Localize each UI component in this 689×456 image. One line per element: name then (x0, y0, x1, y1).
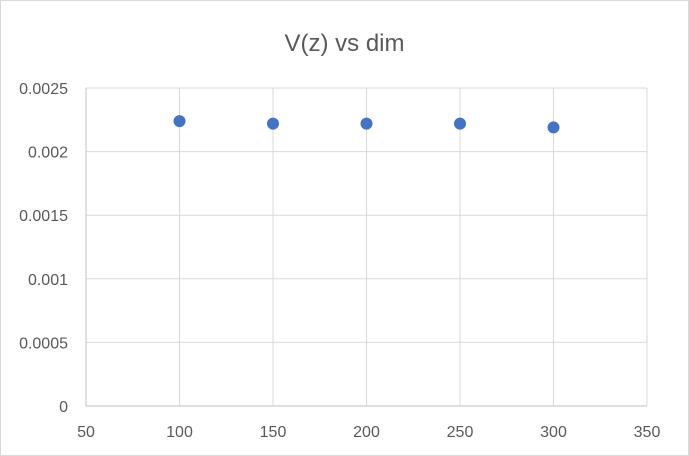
y-tick-label: 0.001 (28, 272, 68, 289)
x-tick-label: 250 (447, 424, 474, 441)
x-tick-label: 100 (166, 424, 193, 441)
y-tick-label: 0.0025 (19, 81, 68, 98)
gridlines (85, 87, 648, 406)
data-points (173, 115, 560, 134)
x-tick-labels: 50 100 150 200 250 300 350 (77, 424, 660, 441)
x-tick-label: 300 (540, 424, 567, 441)
x-tick-label: 350 (634, 424, 661, 441)
y-tick-labels: 0 0.0005 0.001 0.0015 0.002 0.0025 (19, 81, 68, 416)
data-point (547, 121, 560, 134)
data-point (454, 117, 466, 130)
y-tick-label: 0 (59, 399, 68, 416)
x-tick-label: 150 (260, 424, 287, 441)
y-tick-label: 0.002 (28, 145, 68, 162)
y-tick-label: 0.0005 (19, 335, 68, 352)
y-tick-label: 0.0015 (19, 208, 68, 225)
x-tick-label: 50 (77, 424, 95, 441)
x-tick-label: 200 (353, 424, 380, 441)
axes (85, 88, 647, 407)
data-point (267, 117, 279, 130)
data-point (360, 117, 373, 130)
data-point (173, 115, 186, 128)
chart-title: V(z) vs dim (285, 30, 405, 57)
